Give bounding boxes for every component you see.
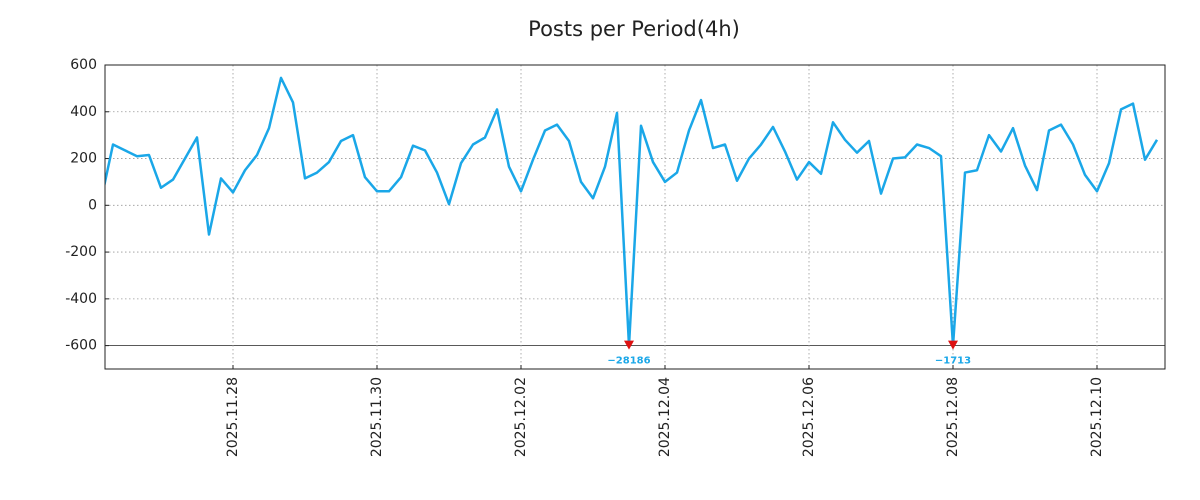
value-label: −1713	[935, 356, 971, 367]
chart-title: Posts per Period(4h)	[528, 17, 740, 41]
y-tick-label: 200	[70, 151, 97, 167]
floor-marker	[624, 340, 634, 350]
x-tick-label: 2025.12.02	[513, 377, 529, 457]
x-tick-label: 2025.12.04	[657, 377, 673, 457]
line-series	[105, 76, 1159, 347]
y-tick-label: 0	[88, 197, 97, 213]
y-tick-label: 400	[70, 104, 97, 120]
y-tick-label: -400	[65, 291, 97, 307]
y-tick-label: -200	[65, 244, 97, 260]
x-tick-label: 2025.12.10	[1089, 377, 1105, 457]
value-label: −28186	[607, 356, 650, 367]
plot-frame	[104, 64, 1166, 370]
x-tick-label: 2025.11.28	[225, 377, 241, 457]
x-tick-label: 2025.11.30	[369, 377, 385, 457]
x-tick-label: 2025.12.08	[945, 377, 961, 457]
x-tick-label: 2025.12.06	[801, 377, 817, 457]
y-tick-label: -600	[65, 338, 97, 354]
floor-marker	[948, 340, 958, 350]
y-tick-label: 600	[70, 57, 97, 73]
